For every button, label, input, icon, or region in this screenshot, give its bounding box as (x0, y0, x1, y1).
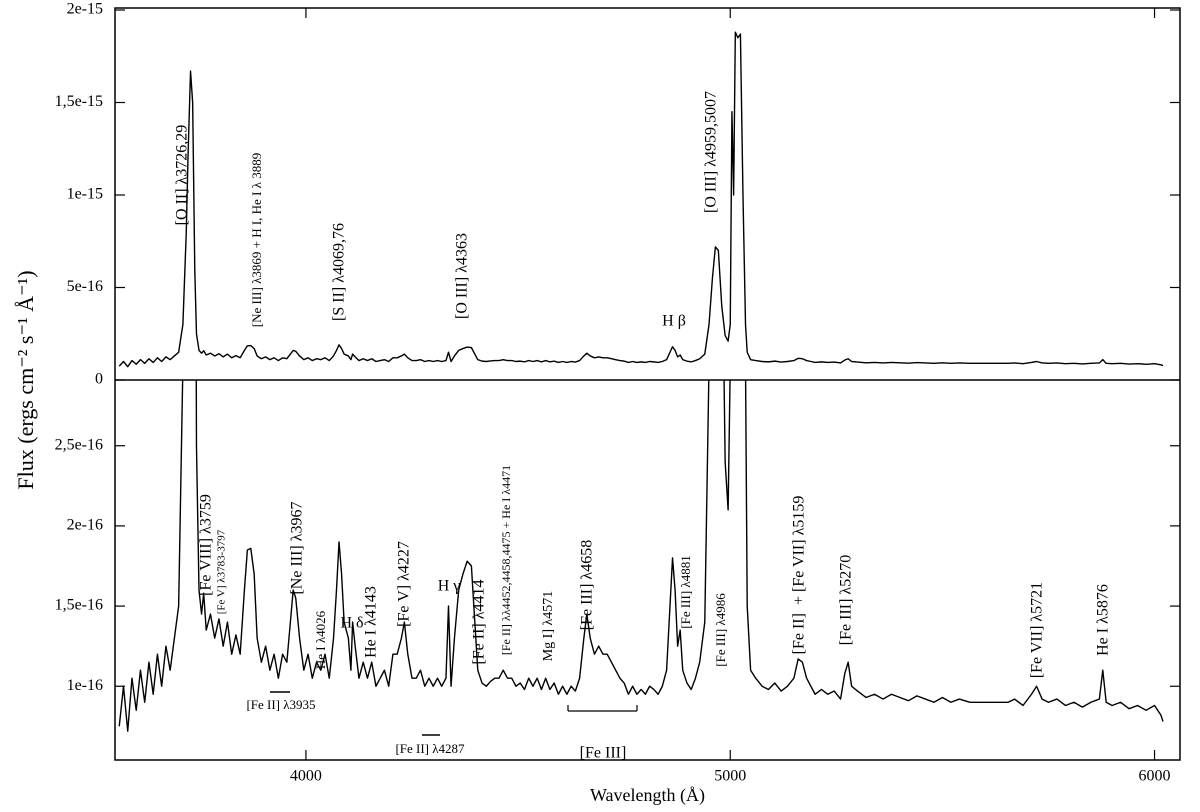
line-annotation: [O III] λ4959,5007 (703, 91, 720, 213)
line-annotation: [Fe V] λ3783-3797 (216, 529, 228, 614)
y-tick-label: 5e-16 (67, 278, 103, 295)
line-annotation: [Fe II] + [Fe VII] λ5159 (791, 496, 808, 655)
x-axis-title: Wavelength (Å) (590, 785, 705, 806)
line-annotation: [Fe III] λ4658 (579, 540, 596, 630)
y-tick-label: 2,5e-16 (55, 436, 103, 453)
line-annotation: [O II] λ3726,29 (174, 125, 191, 226)
line-annotation: H δ (340, 615, 363, 632)
y-tick-label: 1e-16 (67, 677, 103, 694)
line-annotation: [Fe II] λλ4452,4458,4475 + He I λ4471 (499, 465, 513, 655)
x-tick-label: 6000 (1139, 768, 1171, 785)
plot-frame (114, 7, 1181, 761)
x-tick-label: 4000 (290, 768, 322, 785)
line-annotation: He I λ5876 (1095, 584, 1112, 656)
line-annotation: [Ne III] λ3967 (289, 501, 306, 594)
line-annotation: [Fe II] λ4287 (395, 741, 465, 756)
line-annotation: [Fe VIII] λ3759 (198, 494, 215, 596)
line-annotation: [Fe II] λ4414 (471, 579, 488, 664)
line-annotation: [Fe II] λ3935 (246, 697, 315, 712)
line-annotation: He I λ4143 (363, 586, 380, 658)
line-annotation: He I λ4026 (313, 610, 328, 669)
y-tick-label: 2e-16 (67, 517, 103, 534)
line-annotation: [Fe III] λ4881 (678, 555, 693, 628)
y-tick-label: 0 (95, 371, 103, 388)
spectrum-line (118, 380, 1164, 732)
y-axis-title: Flux (ergs cm⁻² s⁻¹ Å⁻¹) (13, 270, 38, 489)
y-tick-label: 1,5e-15 (55, 93, 103, 110)
x-tick-label: 5000 (714, 768, 746, 785)
line-annotation: [S II] λ4069,76 (331, 223, 348, 321)
y-tick-label: 2e-15 (67, 1, 103, 18)
line-annotation: [Fe III] (580, 745, 627, 762)
y-tick-label: 1,5e-16 (55, 597, 103, 614)
spectrum-line (118, 31, 1164, 368)
line-annotation: [Fe V] λ4227 (396, 541, 413, 627)
line-annotation: H γ (438, 578, 461, 595)
line-annotation: Mg I] λ4571 (541, 591, 556, 662)
y-tick-label: 1e-15 (67, 186, 103, 203)
line-annotation: [Fe III] λ5270 (838, 555, 855, 645)
line-annotation: H β (662, 313, 686, 330)
line-annotation: [Fe III] λ4986 (713, 593, 728, 667)
line-annotation: [Ne III] λ3869 + H I, He I λ 3889 (249, 153, 264, 327)
line-annotation: [Fe VII] λ5721 (1029, 582, 1046, 678)
line-annotation: [O III] λ4363 (454, 233, 471, 319)
